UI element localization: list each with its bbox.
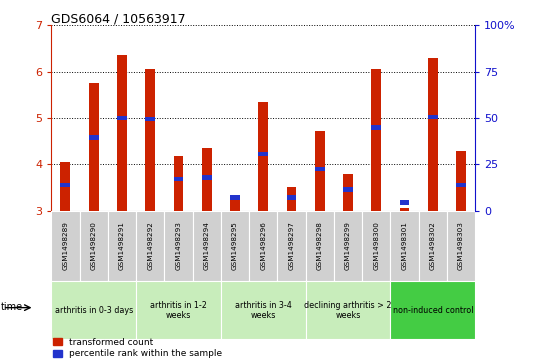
Bar <box>79 211 108 281</box>
Text: GSM1498298: GSM1498298 <box>317 221 323 270</box>
Legend: transformed count, percentile rank within the sample: transformed count, percentile rank withi… <box>53 338 222 359</box>
Bar <box>230 195 240 200</box>
Bar <box>230 195 240 211</box>
Bar <box>193 211 221 281</box>
Bar <box>202 175 212 180</box>
Bar <box>249 211 278 281</box>
Bar <box>145 117 155 121</box>
Text: arthritis in 0-3 days: arthritis in 0-3 days <box>55 306 133 315</box>
Bar <box>117 56 127 211</box>
Bar <box>334 211 362 281</box>
Bar <box>372 125 381 130</box>
Text: GSM1498289: GSM1498289 <box>63 221 69 270</box>
Text: GSM1498295: GSM1498295 <box>232 221 238 270</box>
Bar <box>136 281 221 339</box>
Bar <box>418 211 447 281</box>
Bar <box>173 177 184 182</box>
Text: GDS6064 / 10563917: GDS6064 / 10563917 <box>51 13 186 26</box>
Text: GSM1498292: GSM1498292 <box>147 221 153 270</box>
Bar <box>221 281 306 339</box>
Text: GSM1498299: GSM1498299 <box>345 221 351 270</box>
Text: declining arthritis > 2
weeks: declining arthritis > 2 weeks <box>304 301 392 320</box>
Bar <box>173 156 184 211</box>
Bar <box>89 135 99 140</box>
Bar <box>390 281 475 339</box>
Bar <box>306 281 390 339</box>
Bar <box>315 167 325 171</box>
Text: non-induced control: non-induced control <box>393 306 473 315</box>
Bar <box>202 148 212 211</box>
Bar <box>258 102 268 211</box>
Bar <box>456 183 466 187</box>
Bar <box>60 162 70 211</box>
Bar <box>362 211 390 281</box>
Bar <box>89 83 99 211</box>
Bar <box>287 195 296 200</box>
Bar <box>51 281 136 339</box>
Bar <box>456 151 466 211</box>
Bar <box>343 174 353 211</box>
Text: arthritis in 1-2
weeks: arthritis in 1-2 weeks <box>150 301 207 320</box>
Text: GSM1498291: GSM1498291 <box>119 221 125 270</box>
Bar <box>428 58 438 211</box>
Bar <box>447 211 475 281</box>
Bar <box>315 131 325 211</box>
Bar <box>108 211 136 281</box>
Bar <box>428 115 438 119</box>
Text: GSM1498290: GSM1498290 <box>91 221 97 270</box>
Text: GSM1498301: GSM1498301 <box>402 221 408 270</box>
Bar <box>258 152 268 156</box>
Bar <box>306 211 334 281</box>
Bar <box>400 200 409 204</box>
Text: time: time <box>1 302 23 312</box>
Bar <box>287 187 296 211</box>
Text: GSM1498303: GSM1498303 <box>458 221 464 270</box>
Bar <box>390 211 418 281</box>
Text: GSM1498302: GSM1498302 <box>430 221 436 270</box>
Text: GSM1498297: GSM1498297 <box>288 221 294 270</box>
Text: arthritis in 3-4
weeks: arthritis in 3-4 weeks <box>235 301 292 320</box>
Bar <box>372 69 381 211</box>
Bar <box>278 211 306 281</box>
Bar <box>136 211 164 281</box>
Bar <box>221 211 249 281</box>
Text: GSM1498300: GSM1498300 <box>373 221 379 270</box>
Bar <box>51 211 79 281</box>
Bar <box>343 187 353 192</box>
Bar <box>145 69 155 211</box>
Text: GSM1498294: GSM1498294 <box>204 221 210 270</box>
Bar <box>117 116 127 120</box>
Text: GSM1498293: GSM1498293 <box>176 221 181 270</box>
Bar <box>60 183 70 187</box>
Bar <box>164 211 193 281</box>
Text: GSM1498296: GSM1498296 <box>260 221 266 270</box>
Bar <box>400 208 409 211</box>
